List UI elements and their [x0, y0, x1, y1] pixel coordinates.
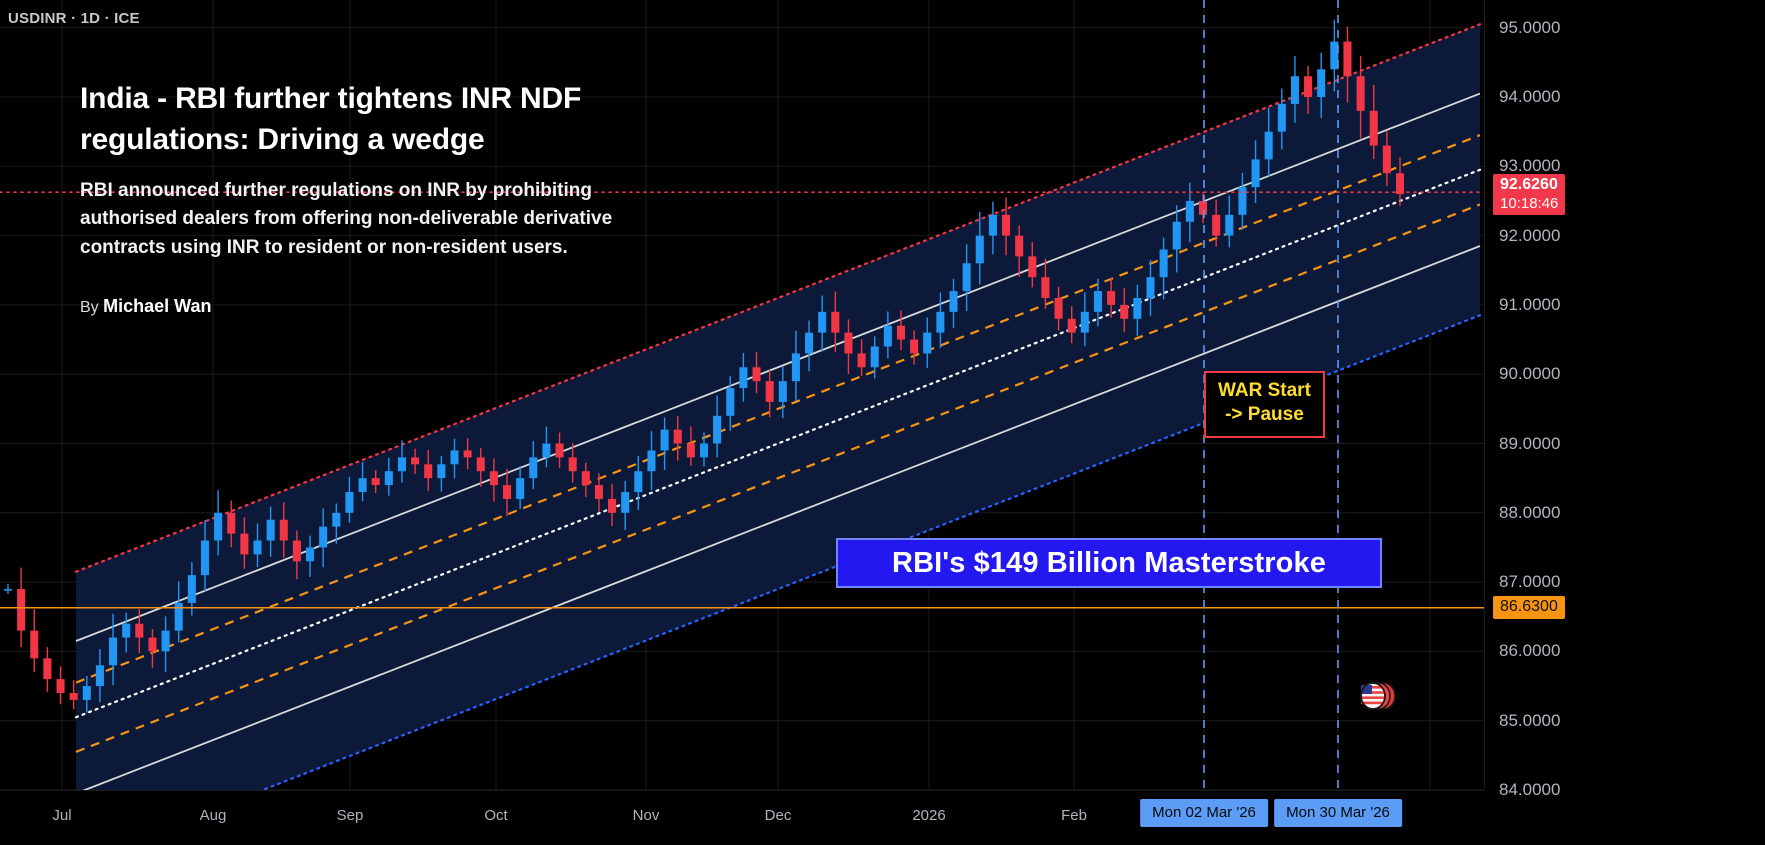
time-axis[interactable]: Jul Aug Sep Oct Nov Dec 2026 Feb Mon 02 Mar '26…	[0, 790, 1484, 845]
regression-channel-fill	[76, 24, 1480, 790]
time-axis-date-badge[interactable]: Mon 02 Mar '26	[1140, 799, 1268, 827]
news-body: RBI announced further regulations on INR…	[80, 177, 760, 263]
price-axis-tick: 91.0000	[1499, 294, 1561, 314]
news-author: Michael Wan	[103, 296, 212, 317]
price-axis-tick: 94.0000	[1499, 87, 1561, 107]
annotation-war-start[interactable]: WAR Start -> Pause	[1204, 371, 1325, 438]
time-axis-tick: Dec	[764, 807, 792, 824]
time-axis-tick: Oct	[484, 807, 508, 824]
chart-canvas[interactable]	[0, 0, 1484, 790]
price-axis-tick: 89.0000	[1499, 433, 1561, 453]
time-axis-tick: Jul	[52, 807, 72, 824]
news-body-line3: contracts using INR to resident or non-r…	[80, 236, 568, 258]
price-axis-tick: 90.0000	[1499, 364, 1561, 384]
price-level-badge[interactable]: 86.6300	[1493, 595, 1565, 620]
time-axis-tick: Feb	[1061, 807, 1087, 824]
price-axis[interactable]: 95.0000 94.0000 93.0000 92.0000 91.0000 90.00…	[1484, 0, 1765, 799]
annotation-banner[interactable]: RBI's $149 Billion Masterstroke	[836, 538, 1382, 588]
news-headline: India - RBI further tightens INR NDF reg…	[80, 78, 760, 161]
time-axis-tick: Sep	[336, 807, 364, 824]
price-axis-tick: 88.0000	[1499, 502, 1561, 522]
price-axis-tick: 85.0000	[1499, 710, 1561, 730]
news-headline-line1: India - RBI further tightens INR NDF	[80, 82, 582, 115]
time-axis-tick: Nov	[632, 807, 660, 824]
time-axis-tick: Aug	[199, 807, 227, 824]
symbol-header[interactable]: USDINR · 1D · ICE	[8, 10, 140, 27]
annotation-war-line2: -> Pause	[1225, 404, 1304, 426]
price-axis-tick: 86.0000	[1499, 641, 1561, 661]
us-flag-icon	[1360, 682, 1396, 710]
regression-channel-upper-dotted	[74, 23, 1482, 573]
price-level-lines	[0, 191, 1484, 609]
price-axis-tick: 92.0000	[1499, 225, 1561, 245]
news-body-line2: authorised dealers from offering non-del…	[80, 208, 613, 230]
last-price-value: 92.6260	[1500, 176, 1558, 194]
price-axis-tick: 93.0000	[1499, 156, 1561, 176]
regression-channel-lower-dashed	[75, 203, 1481, 753]
regression-channel-median-dotted	[74, 168, 1482, 719]
price-axis-tick: 95.0000	[1499, 17, 1561, 37]
price-axis-tick: 84.0000	[1499, 780, 1561, 799]
last-price-badge[interactable]: 92.6260 10:18:46	[1493, 174, 1566, 215]
chart-plot-area[interactable]	[0, 0, 1484, 790]
regression-channel-upper-dashed	[75, 134, 1481, 684]
news-overlay: India - RBI further tightens INR NDF reg…	[80, 78, 760, 317]
regression-channel-lower-solid	[82, 245, 1481, 790]
news-byline-label: By	[80, 299, 99, 317]
time-axis-date-badge[interactable]: Mon 30 Mar '26	[1274, 799, 1402, 827]
news-byline: By Michael Wan	[80, 296, 760, 317]
annotation-war-line1: WAR Start	[1218, 380, 1311, 401]
time-axis-tick: 2026	[912, 807, 946, 824]
regression-channel-lines	[74, 23, 1482, 790]
news-body-line1: RBI announced further regulations on INR…	[80, 179, 592, 201]
price-axis-tick: 87.0000	[1499, 572, 1561, 592]
last-price-time: 10:18:46	[1500, 194, 1559, 212]
news-headline-line2: regulations: Driving a wedge	[80, 123, 485, 157]
